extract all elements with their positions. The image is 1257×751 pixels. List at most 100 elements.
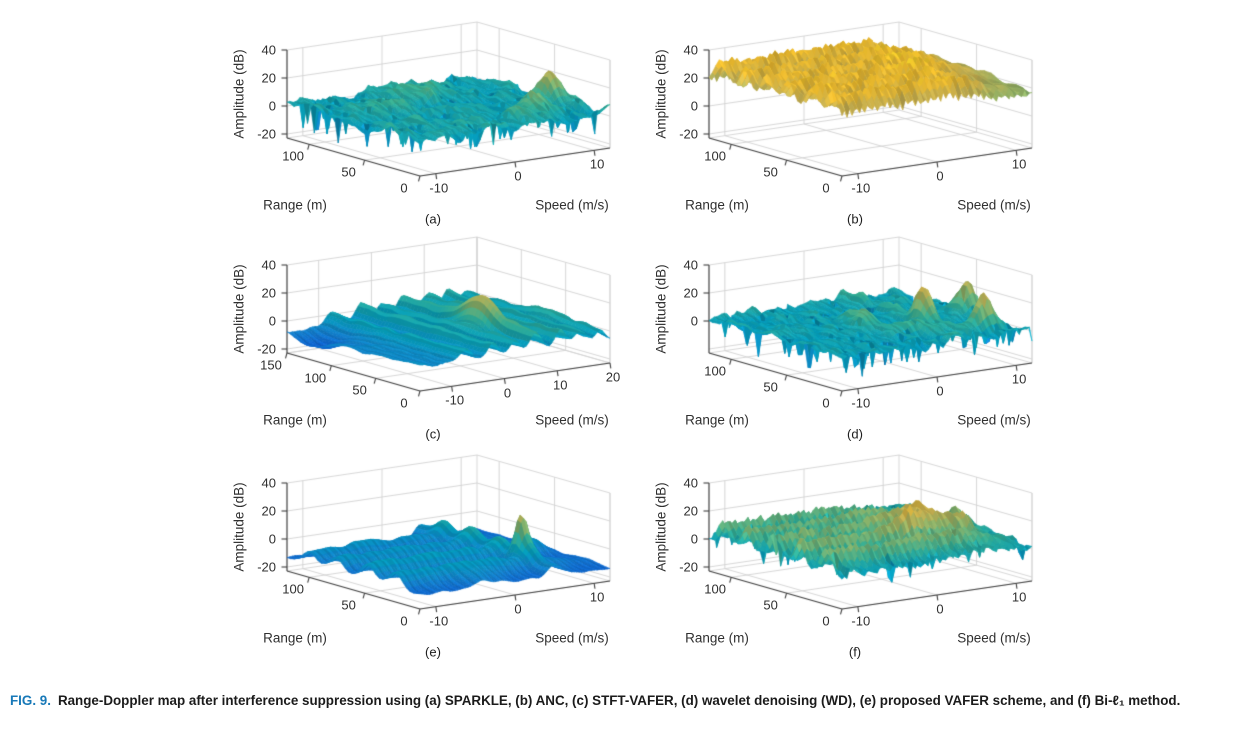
amplitude-axis-label-a: Amplitude (dB) [231, 49, 247, 139]
z-tick-label-f: 40 [683, 475, 698, 491]
z-tick-label-a: 20 [261, 70, 276, 86]
subplot-a: 40 20 0 -20 100 50 0 -10 0 10 Amplitude (dB) Range … [225, 18, 645, 233]
z-tick-label-e: 40 [261, 475, 276, 491]
range-tick-label-f: 100 [704, 581, 727, 597]
speed-axis-label-f: Speed (m/s) [957, 630, 1031, 646]
amplitude-axis-label-f: Amplitude (dB) [653, 482, 669, 572]
range-tick-label-d: 0 [822, 395, 830, 411]
subplot-c-surface-canvas [225, 233, 645, 448]
z-tick-label-a: 0 [268, 98, 276, 114]
z-tick-label-d: 0 [690, 313, 698, 329]
speed-axis-label-c: Speed (m/s) [535, 412, 609, 428]
speed-tick-label-e: -10 [429, 613, 449, 629]
z-tick-label-d: 40 [683, 257, 698, 273]
amplitude-axis-label-e: Amplitude (dB) [231, 482, 247, 572]
range-axis-label-a: Range (m) [263, 197, 327, 213]
speed-tick-label-c: 0 [503, 385, 512, 401]
speed-tick-label-e: 10 [589, 589, 605, 605]
z-tick-label-f: -20 [679, 559, 698, 575]
range-tick-label-b: 0 [822, 180, 830, 196]
speed-tick-label-f: 10 [1011, 589, 1027, 605]
speed-axis-label-a: Speed (m/s) [535, 197, 609, 213]
speed-tick-label-b: 0 [936, 168, 944, 184]
amplitude-axis-label-b: Amplitude (dB) [653, 49, 669, 139]
subplot-letter-c: (c) [425, 426, 441, 442]
speed-axis-label-e: Speed (m/s) [535, 630, 609, 646]
range-tick-label-e: 0 [400, 613, 408, 629]
speed-tick-label-f: -10 [851, 613, 871, 629]
range-tick-label-d: 100 [704, 363, 727, 379]
range-axis-label-f: Range (m) [685, 630, 749, 646]
z-tick-label-c: 0 [268, 313, 276, 329]
range-tick-label-c: 150 [260, 357, 282, 373]
caption-figure-label: FIG. 9. [10, 693, 51, 708]
caption-text: Range-Doppler map after interference sup… [57, 693, 1181, 708]
z-tick-label-c: 40 [261, 257, 276, 273]
speed-axis-label-d: Speed (m/s) [957, 412, 1031, 428]
range-tick-label-b: 100 [704, 148, 727, 164]
z-tick-label-b: 0 [690, 98, 698, 114]
speed-tick-label-b: -10 [851, 180, 871, 196]
subplot-letter-e: (e) [425, 644, 441, 660]
range-tick-label-c: 50 [352, 382, 367, 398]
range-tick-label-e: 50 [341, 597, 356, 613]
range-tick-label-a: 50 [341, 164, 356, 180]
subplot-f: 40 20 0 -20 100 50 0 -10 0 10 Amplitude (dB) Range … [647, 451, 1067, 666]
range-tick-label-c: 100 [304, 370, 327, 386]
speed-tick-label-d: 10 [1011, 371, 1027, 387]
subplot-b: 40 20 0 -20 100 50 0 -10 0 10 Amplitude (dB) Range … [647, 18, 1067, 233]
z-tick-label-e: -20 [257, 559, 276, 575]
speed-tick-label-c: 20 [605, 369, 621, 385]
subplot-letter-a: (a) [425, 211, 441, 227]
subplot-f-surface-canvas [647, 451, 1067, 666]
range-tick-label-b: 50 [763, 164, 778, 180]
speed-tick-label-a: 0 [514, 168, 522, 184]
speed-axis-label-b: Speed (m/s) [957, 197, 1031, 213]
range-tick-label-e: 100 [282, 581, 305, 597]
z-tick-label-c: 20 [261, 285, 276, 301]
subplot-e: 40 20 0 -20 100 50 0 -10 0 10 Amplitude (dB) Range … [225, 451, 645, 666]
range-tick-label-c: 0 [400, 395, 408, 411]
z-tick-label-b: -20 [679, 126, 698, 142]
z-tick-label-f: 20 [683, 503, 698, 519]
z-tick-label-b: 20 [683, 70, 698, 86]
range-tick-label-f: 50 [763, 597, 778, 613]
range-tick-label-a: 100 [282, 148, 305, 164]
subplot-a-surface-canvas [225, 18, 645, 233]
speed-tick-label-c: 10 [552, 377, 568, 393]
z-tick-label-e: 20 [261, 503, 276, 519]
speed-tick-label-f: 0 [936, 601, 944, 617]
range-axis-label-e: Range (m) [263, 630, 327, 646]
subplot-letter-f: (f) [848, 644, 862, 660]
speed-tick-label-a: -10 [429, 180, 449, 196]
speed-tick-label-e: 0 [514, 601, 522, 617]
amplitude-axis-label-d: Amplitude (dB) [653, 264, 669, 354]
range-tick-label-a: 0 [400, 180, 408, 196]
range-tick-label-d: 50 [763, 379, 778, 395]
speed-tick-label-b: 10 [1011, 156, 1027, 172]
speed-tick-label-d: 0 [936, 383, 944, 399]
speed-tick-label-d: -10 [851, 395, 871, 411]
subplot-letter-b: (b) [847, 211, 863, 227]
subplot-d: 40 20 0 100 50 0 -10 0 10 Amplitude (dB) Range (m)… [647, 233, 1067, 448]
z-tick-label-f: 0 [690, 531, 698, 547]
range-tick-label-f: 0 [822, 613, 830, 629]
figure-caption: FIG. 9. Range-Doppler map after interfere… [10, 692, 1215, 710]
amplitude-axis-label-c: Amplitude (dB) [231, 264, 247, 354]
z-tick-label-a: 40 [261, 42, 276, 58]
z-tick-label-b: 40 [683, 42, 698, 58]
subplot-letter-d: (d) [847, 426, 863, 442]
range-axis-label-b: Range (m) [685, 197, 749, 213]
subplot-e-surface-canvas [225, 451, 645, 666]
z-tick-label-a: -20 [257, 126, 276, 142]
speed-tick-label-c: -10 [445, 392, 465, 408]
range-axis-label-c: Range (m) [263, 412, 327, 428]
range-axis-label-d: Range (m) [685, 412, 749, 428]
subplot-b-surface-canvas [647, 18, 1067, 233]
z-tick-label-d: 20 [683, 285, 698, 301]
z-tick-label-e: 0 [268, 531, 276, 547]
speed-tick-label-a: 10 [589, 156, 605, 172]
subplot-d-surface-canvas [647, 233, 1067, 448]
